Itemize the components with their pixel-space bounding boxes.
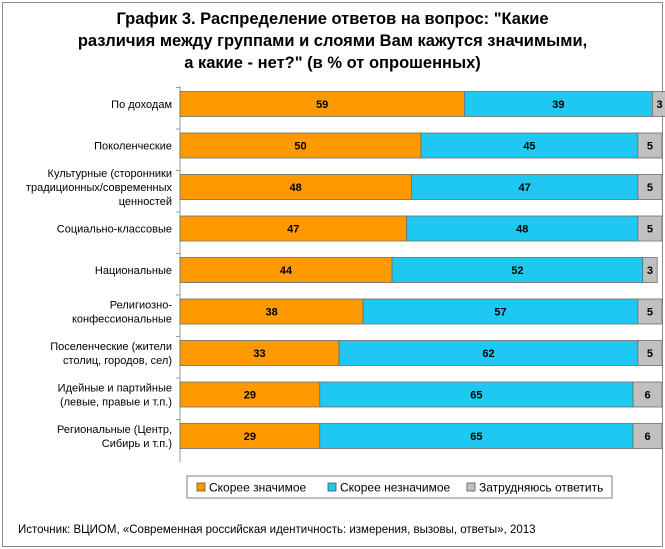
- bar-segment: [642, 257, 658, 283]
- data-label: 6: [644, 390, 650, 402]
- category-label: Религиозно-конфессиональные: [72, 300, 172, 326]
- category-label: Региональные (Центр, Сибирь и т.п.): [57, 424, 172, 450]
- bar-segment: [632, 423, 663, 449]
- bar-segment: [179, 257, 393, 283]
- legend-swatch: [466, 482, 476, 492]
- category-label: Социально-классовые: [57, 224, 172, 236]
- bar-segment: [637, 340, 663, 366]
- legend-swatch: [327, 482, 337, 492]
- bar-segment: [319, 423, 634, 449]
- data-label: 65: [470, 431, 482, 443]
- category-label: Национальные: [95, 265, 172, 277]
- data-label: 59: [316, 99, 328, 111]
- data-label: 48: [516, 224, 528, 236]
- bar-segment: [338, 340, 639, 366]
- data-label: 33: [253, 348, 265, 360]
- category-label: Поселенческие (жители столиц, городов, се…: [50, 341, 172, 367]
- category-label: Идейные и партийные (левые, правые и т.п.…: [58, 383, 172, 409]
- data-label: 65: [470, 390, 482, 402]
- data-label: 57: [494, 307, 506, 319]
- data-label: 5: [647, 307, 653, 319]
- data-label: 29: [244, 431, 256, 443]
- bar-segment: [391, 257, 644, 283]
- bar-segment: [637, 174, 663, 200]
- data-label: 48: [290, 182, 302, 194]
- chart-title: График 3. Распределение ответов на вопро…: [0, 8, 665, 74]
- bar-segment: [463, 91, 653, 117]
- bar-segment: [420, 132, 639, 159]
- source-note: Источник: ВЦИОМ, «Современная российская…: [18, 524, 536, 536]
- title-line-1: График 3. Распределение ответов на вопро…: [116, 10, 549, 28]
- bar-segment: [179, 174, 412, 200]
- bar-segment: [637, 132, 663, 159]
- title-line-2: различия между группами и слоями Вам каж…: [77, 32, 588, 50]
- bar-segment: [637, 298, 663, 325]
- title-line-3: а какие - нет?" (в % от опрошенных): [184, 54, 481, 72]
- data-label: 3: [647, 265, 653, 277]
- bar-segment: [179, 132, 422, 159]
- data-label: 39: [552, 99, 564, 111]
- data-label: 47: [287, 224, 299, 236]
- bar-segment: [179, 340, 340, 366]
- category-label: Поколенческие: [94, 141, 172, 153]
- bar-segment: [179, 215, 407, 242]
- bar-segment: [651, 91, 665, 117]
- data-label: 47: [519, 182, 531, 194]
- bar-segment: [632, 381, 663, 408]
- data-label: 29: [244, 390, 256, 402]
- category-label: Культурные (сторонники традиционных/совре…: [26, 168, 173, 208]
- legend-label: Затрудняюсь ответить: [479, 481, 603, 495]
- data-label: 6: [644, 431, 650, 443]
- data-label: 45: [523, 141, 535, 153]
- data-label: 38: [265, 307, 277, 319]
- bar-segment: [179, 91, 465, 117]
- data-label: 3: [657, 99, 663, 111]
- bar-segment: [362, 298, 639, 325]
- category-label: По доходам: [111, 99, 172, 111]
- legend-swatch: [196, 482, 206, 492]
- data-label: 5: [647, 182, 653, 194]
- data-label: 44: [280, 265, 293, 277]
- data-label: 5: [647, 224, 653, 236]
- data-label: 52: [511, 265, 523, 277]
- bar-segment: [410, 174, 639, 200]
- legend-label: Скорее незначимое: [340, 481, 451, 495]
- bar-segment: [179, 423, 321, 449]
- bar-segment: [637, 215, 663, 242]
- bar-segment: [406, 215, 639, 242]
- bar-segment: [319, 381, 634, 408]
- data-label: 50: [294, 141, 306, 153]
- legend-label: Скорее значимое: [209, 481, 306, 495]
- data-label: 62: [482, 348, 494, 360]
- data-label: 5: [647, 141, 653, 153]
- bar-segment: [179, 381, 321, 408]
- bar-segment: [179, 298, 364, 325]
- data-label: 5: [647, 348, 653, 360]
- legend-box: [186, 475, 613, 499]
